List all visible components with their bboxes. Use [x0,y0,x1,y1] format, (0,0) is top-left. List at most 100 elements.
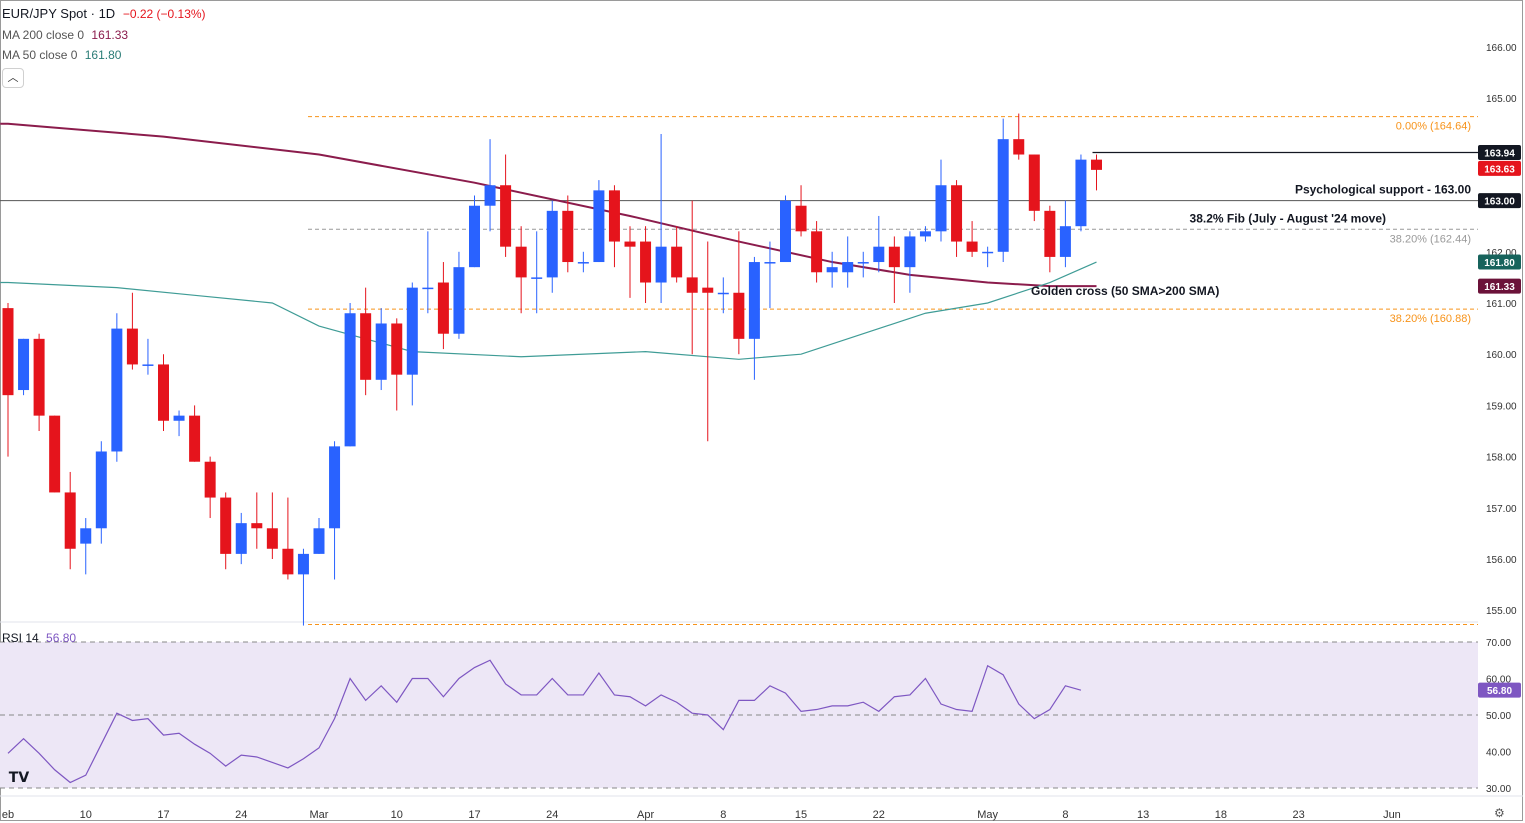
ma50-label: MA 50 close 0 [2,48,78,62]
x-tick-label: 15 [795,809,807,821]
candle-body [702,287,714,293]
ma200-line [0,122,1097,288]
candle-body [469,205,480,268]
candle-body [49,415,61,493]
settings-icon[interactable]: ⚙ [1494,806,1505,820]
x-tick-label: 18 [1215,809,1227,821]
candle-body [422,287,434,290]
x-tick-label: 23 [1293,809,1305,821]
candle-body [671,246,683,278]
candle-body [406,287,418,375]
candle-body [842,262,854,273]
rsi-tick-label: 30.00 [1486,784,1511,795]
price-tag-text: 163.00 [1484,197,1515,208]
candle-body [640,241,652,283]
candle-body [562,210,574,263]
candle-body [220,497,232,554]
ma200-label: MA 200 close 0 [2,28,85,42]
x-tick-label: 24 [235,809,247,821]
candle-body [577,262,589,264]
y-tick-label: 156.00 [1486,555,1517,566]
price-tag [1478,278,1521,294]
candle-body [126,328,138,365]
x-tick-label: Jun [1383,809,1401,821]
candle-body [158,364,169,421]
rsi-price-tag [1478,682,1521,698]
candle-body [500,185,512,247]
ma50-legend[interactable]: MA 50 close 0 161.80 [2,48,121,62]
candle-body [189,415,201,462]
y-tick-label: 158.00 [1486,453,1517,464]
candle-body [80,528,92,544]
candle-body [111,328,123,452]
price-tag-text: 161.80 [1484,258,1515,269]
price-tag [1478,144,1521,160]
ma200-legend[interactable]: MA 200 close 0 161.33 [2,28,128,42]
rsi-legend[interactable]: RSI 14 56.80 [2,631,76,645]
rsi-label: RSI 14 [2,631,39,645]
candle-body [873,246,885,263]
rsi-tick-label: 70.00 [1486,638,1511,649]
candle-body [204,461,216,498]
candle-body [266,528,278,549]
candle-body [608,190,620,242]
candle-body [919,231,931,237]
candle-body [453,267,465,334]
symbol-legend[interactable]: EUR/JPY Spot · 1D −0.22 (−0.13%) [2,6,206,21]
candle-body [391,323,403,375]
x-tick-label: May [977,809,998,821]
collapse-legend-button[interactable]: ︿ [2,68,24,88]
candle-body [33,338,45,416]
candle-body [1091,159,1102,170]
x-tick-label: 10 [80,809,92,821]
y-tick-label: 166.00 [1486,43,1517,54]
fib-label: 0.00% (164.64) [1396,121,1471,133]
candle-body [1044,210,1056,257]
candle-body [531,277,543,279]
y-tick-label: 160.00 [1486,350,1517,361]
candle-body [235,523,247,554]
candle-body [173,415,185,421]
x-tick-label: 8 [720,809,726,821]
fib-label: 38.20% (160.88) [1390,313,1471,325]
candle-body [95,451,107,529]
x-tick-label: 24 [546,809,558,821]
candle-body [1028,154,1040,211]
x-tick-label: eb [2,809,14,821]
y-tick-label: 165.00 [1486,94,1517,105]
x-tick-label: Mar [310,809,329,821]
candle-body [297,553,309,575]
x-tick-label: Apr [637,809,654,821]
price-tag [1478,160,1521,176]
x-tick-label: 17 [468,809,480,821]
candle-body [1059,226,1071,257]
candle-body [593,190,605,263]
candle-body [2,308,14,396]
candle-body [966,241,978,252]
candle-body [951,185,963,242]
candle-body [997,139,1009,252]
tradingview-logo-icon[interactable]: TV [8,770,30,786]
candle-body [313,528,325,554]
candle-body [888,246,900,268]
candle-body [251,523,263,529]
candle-body [655,246,667,283]
candle-body [826,267,838,273]
candle-body [733,292,745,339]
candle-body [764,262,776,264]
candle-body [546,210,558,278]
x-tick-label: 13 [1137,809,1149,821]
candle-body [982,251,994,254]
candle-body [375,323,387,380]
rsi-tick-label: 40.00 [1486,748,1511,759]
x-tick-label: 17 [157,809,169,821]
candle-body [360,313,372,380]
fib-zone-annotation: 38.2% Fib (July - August '24 move) [1190,212,1386,226]
price-change: −0.22 (−0.13%) [122,7,206,21]
x-tick-label: 10 [391,809,403,821]
candle-body [857,262,869,264]
psych-support-annotation: Psychological support - 163.00 [1295,183,1471,197]
fib-label: 38.20% (162.44) [1390,233,1471,245]
